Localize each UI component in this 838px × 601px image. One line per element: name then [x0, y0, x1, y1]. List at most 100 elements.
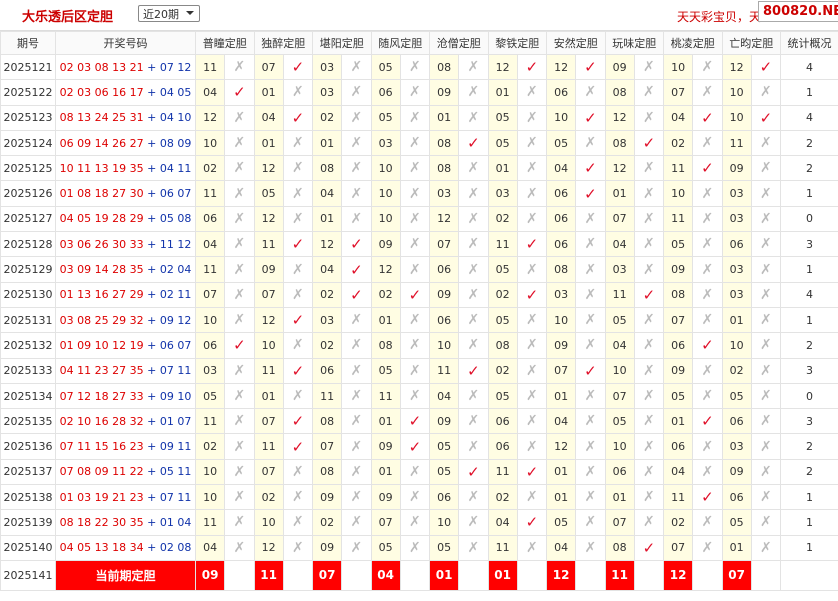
pick-number: 12	[253, 534, 284, 561]
pick-number: 04	[545, 534, 577, 561]
hit-count: 2	[780, 155, 838, 182]
pick-number: 05	[253, 180, 284, 207]
issue: 2025126	[0, 180, 56, 207]
pick-number: 04	[662, 104, 694, 131]
pick-number: 10	[194, 458, 226, 486]
front-numbers: 06 09 14 26 27	[59, 136, 144, 150]
hit-count: 1	[780, 534, 838, 561]
column-header: 独醉定胆	[253, 31, 313, 55]
pick-result: ✗	[341, 332, 372, 359]
column-header: 普瞳定胆	[195, 31, 255, 55]
pick-result: ✓	[399, 281, 431, 308]
pick-result: ✗	[750, 357, 782, 384]
pick-result: ✗	[633, 382, 665, 410]
plus: +	[143, 541, 160, 555]
pick-number: 02	[194, 155, 226, 182]
pick-result: ✓	[282, 53, 314, 81]
column-header: 统计概况	[780, 31, 838, 55]
pick-result: ✗	[341, 458, 372, 486]
pick-result: ✗	[458, 79, 489, 106]
pick-result: ✗	[516, 180, 548, 207]
pick-result: ✗	[458, 484, 489, 511]
pick-result: ✗	[341, 382, 372, 410]
pick-number: 11	[253, 433, 284, 460]
pick-result: ✗	[399, 332, 431, 359]
pick-result: ✗	[282, 509, 314, 536]
hit-count: 4	[780, 281, 838, 308]
pick-result: ✗	[692, 306, 723, 334]
pick-number: 07	[253, 458, 284, 486]
pick-result: ✓	[458, 129, 489, 157]
pick-number: 10	[194, 129, 226, 157]
data-row: 2025121 02 03 08 13 21 + 07 12 11 ✗ 07 ✓ 03 ✗ 05…	[0, 53, 838, 81]
hit-count: 4	[780, 53, 838, 81]
pick-result: ✗	[516, 484, 548, 511]
pick-number: 09	[604, 53, 635, 81]
front-numbers: 07 11 15 16 23	[59, 440, 144, 454]
pick-number: 02	[311, 104, 343, 131]
pick-number: 03	[721, 281, 752, 308]
pick-result: ✗	[458, 155, 489, 182]
pick-result: ✗	[633, 509, 665, 536]
pick-result: ✗	[341, 484, 372, 511]
pick-result: ✗	[750, 155, 782, 182]
pick-number: 05	[194, 382, 226, 410]
plus: +	[143, 161, 160, 175]
hit-count: 1	[780, 256, 838, 283]
pick-result: ✗	[399, 231, 431, 258]
issue: 2025137	[0, 458, 56, 486]
pick-result: ✓	[458, 357, 489, 384]
pick-result: ✗	[575, 306, 606, 334]
pick-number: 01	[253, 129, 284, 157]
pick-result: ✗	[282, 281, 314, 308]
pick-number: 06	[311, 357, 343, 384]
pick-result: ✗	[282, 79, 314, 106]
current-pick: 07	[311, 559, 343, 591]
pick-result: ✗	[458, 104, 489, 131]
period-select[interactable]: 近20期	[138, 5, 200, 22]
pick-number: 02	[253, 484, 284, 511]
pick-number: 03	[487, 180, 518, 207]
pick-number: 01	[721, 534, 752, 561]
pick-result: ✓	[633, 534, 665, 561]
pick-result: ✓	[224, 79, 255, 106]
issue: 2025141	[0, 559, 56, 591]
draw-numbers: 08 18 22 30 35 + 01 04	[55, 509, 196, 536]
front-numbers: 01 08 18 27 30	[59, 187, 144, 201]
pick-number: 04	[253, 104, 284, 131]
plus: +	[143, 263, 160, 277]
pick-number: 12	[253, 155, 284, 182]
pick-number: 10	[545, 306, 577, 334]
pick-result: ✗	[224, 484, 255, 511]
draw-numbers: 02 03 08 13 21 + 07 12	[55, 53, 196, 81]
pick-number: 11	[311, 382, 343, 410]
pick-result: ✗	[633, 155, 665, 182]
pick-number: 03	[721, 180, 752, 207]
pick-number: 06	[487, 408, 518, 435]
pick-number: 02	[311, 281, 343, 308]
issue: 2025125	[0, 155, 56, 182]
back-numbers: 11 12	[159, 237, 192, 251]
pick-result: ✗	[341, 357, 372, 384]
pick-number: 08	[311, 408, 343, 435]
pick-result: ✗	[399, 306, 431, 334]
pick-result: ✓	[633, 129, 665, 157]
pick-result: ✗	[750, 408, 782, 435]
pick-number: 02	[662, 129, 694, 157]
pick-result: ✗	[692, 534, 723, 561]
pick-number: 10	[721, 79, 752, 106]
pick-number: 10	[194, 484, 226, 511]
pick-result: ✗	[224, 382, 255, 410]
pick-number: 10	[428, 332, 460, 359]
plus: +	[143, 136, 160, 150]
front-numbers: 10 11 13 19 35	[59, 161, 144, 175]
empty-cell	[516, 559, 548, 591]
pick-result: ✗	[692, 129, 723, 157]
data-row: 2025125 10 11 13 19 35 + 04 11 02 ✗ 12 ✗ 08 ✗ 10…	[0, 155, 838, 182]
promo[interactable]: 天天彩宝贝，天	[677, 10, 762, 24]
pick-result: ✗	[633, 458, 665, 486]
plus: +	[143, 85, 160, 99]
current-pick: 07	[721, 559, 752, 591]
pick-result: ✗	[575, 231, 606, 258]
data-row: 2025135 02 10 16 28 32 + 01 07 11 ✗ 07 ✓ 08 ✗ 01…	[0, 408, 838, 435]
